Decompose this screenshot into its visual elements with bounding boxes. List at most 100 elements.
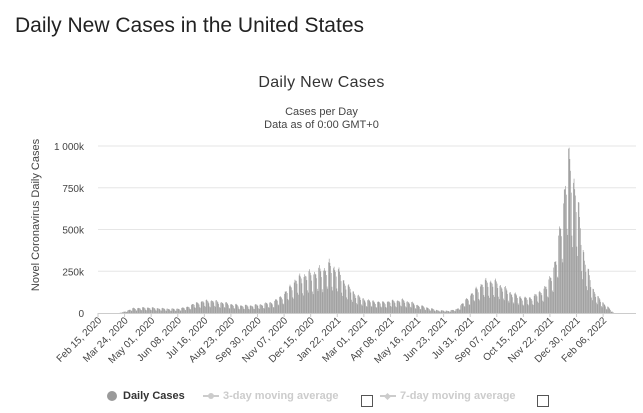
bar	[228, 305, 229, 313]
bar	[590, 287, 592, 313]
bar	[337, 269, 339, 313]
bar	[455, 309, 457, 313]
bar	[390, 306, 392, 313]
bar	[552, 290, 553, 313]
bar	[197, 302, 198, 313]
bar	[496, 283, 498, 313]
bar	[199, 307, 201, 313]
bar	[396, 301, 398, 313]
bar	[568, 148, 569, 313]
bar	[163, 308, 164, 313]
bar	[569, 159, 571, 313]
bar	[433, 309, 435, 313]
bar	[396, 307, 397, 313]
bar	[573, 178, 575, 313]
bar	[466, 298, 468, 313]
bar	[463, 303, 464, 313]
bar	[524, 296, 526, 313]
bar	[250, 305, 252, 313]
bar	[570, 192, 572, 313]
bar	[300, 276, 301, 313]
legend-item-daily-cases[interactable]: Daily Cases	[107, 390, 185, 402]
bar	[277, 304, 279, 313]
bar	[188, 306, 189, 313]
bar	[171, 308, 173, 313]
bar	[160, 310, 161, 313]
bar	[193, 304, 195, 313]
bar	[222, 303, 224, 313]
bar	[356, 304, 358, 313]
bar	[228, 307, 230, 313]
bar	[500, 287, 502, 313]
bar	[409, 303, 410, 313]
y-axis-ticks: 0 250k 500k 750k 1 000k	[54, 142, 85, 320]
bar	[591, 297, 592, 313]
bar	[323, 270, 324, 313]
bar	[583, 252, 585, 313]
bar	[130, 310, 132, 313]
bar	[268, 307, 269, 313]
bar	[454, 311, 456, 313]
bar	[524, 297, 525, 313]
bar	[225, 302, 226, 313]
bar	[445, 311, 446, 313]
bar	[188, 307, 190, 313]
bar	[153, 307, 154, 313]
y-tick-label: 250k	[62, 267, 85, 278]
bar	[388, 301, 389, 313]
bar	[405, 306, 406, 313]
bar	[232, 304, 233, 313]
bar	[274, 300, 275, 313]
bar	[351, 299, 352, 313]
bar	[150, 309, 152, 313]
bar	[297, 292, 299, 313]
bar	[443, 310, 445, 313]
bar	[405, 307, 407, 313]
bar	[503, 298, 504, 313]
bar	[200, 302, 202, 313]
bar	[585, 271, 587, 313]
bar	[216, 300, 217, 313]
bar	[255, 304, 257, 313]
bar	[382, 301, 384, 313]
bar	[536, 296, 538, 313]
bar	[389, 301, 390, 313]
bar	[469, 304, 471, 313]
bar	[363, 299, 365, 313]
bar	[289, 284, 291, 313]
bar	[509, 292, 511, 313]
bar	[156, 310, 157, 313]
bar	[421, 305, 422, 313]
bar	[596, 302, 597, 313]
bar	[382, 301, 383, 313]
bar	[341, 292, 343, 313]
bar	[167, 308, 168, 313]
bar	[493, 295, 494, 313]
bar	[461, 303, 462, 313]
bar	[381, 307, 382, 313]
bar	[415, 308, 417, 313]
checkbox-3day-average[interactable]	[361, 395, 373, 407]
bar	[286, 291, 287, 313]
checkbox-7day-average[interactable]	[537, 395, 549, 407]
bar	[602, 302, 604, 313]
bar	[276, 299, 278, 313]
bar	[172, 308, 174, 313]
bar	[515, 294, 517, 313]
bar	[309, 272, 311, 313]
bar	[372, 300, 373, 313]
bar	[186, 306, 188, 313]
legend-item-3day-average[interactable]: 3-day moving average	[203, 390, 339, 402]
bar	[387, 301, 389, 313]
bar	[146, 310, 147, 313]
bar	[542, 300, 543, 313]
bar	[535, 294, 536, 313]
bar	[449, 311, 451, 313]
bar	[123, 311, 124, 313]
bar	[566, 228, 568, 313]
bar	[125, 311, 127, 313]
bar	[139, 308, 140, 313]
bar	[577, 202, 579, 313]
legend-item-7day-average[interactable]: 7-day moving average	[380, 390, 516, 402]
bar	[533, 295, 535, 313]
